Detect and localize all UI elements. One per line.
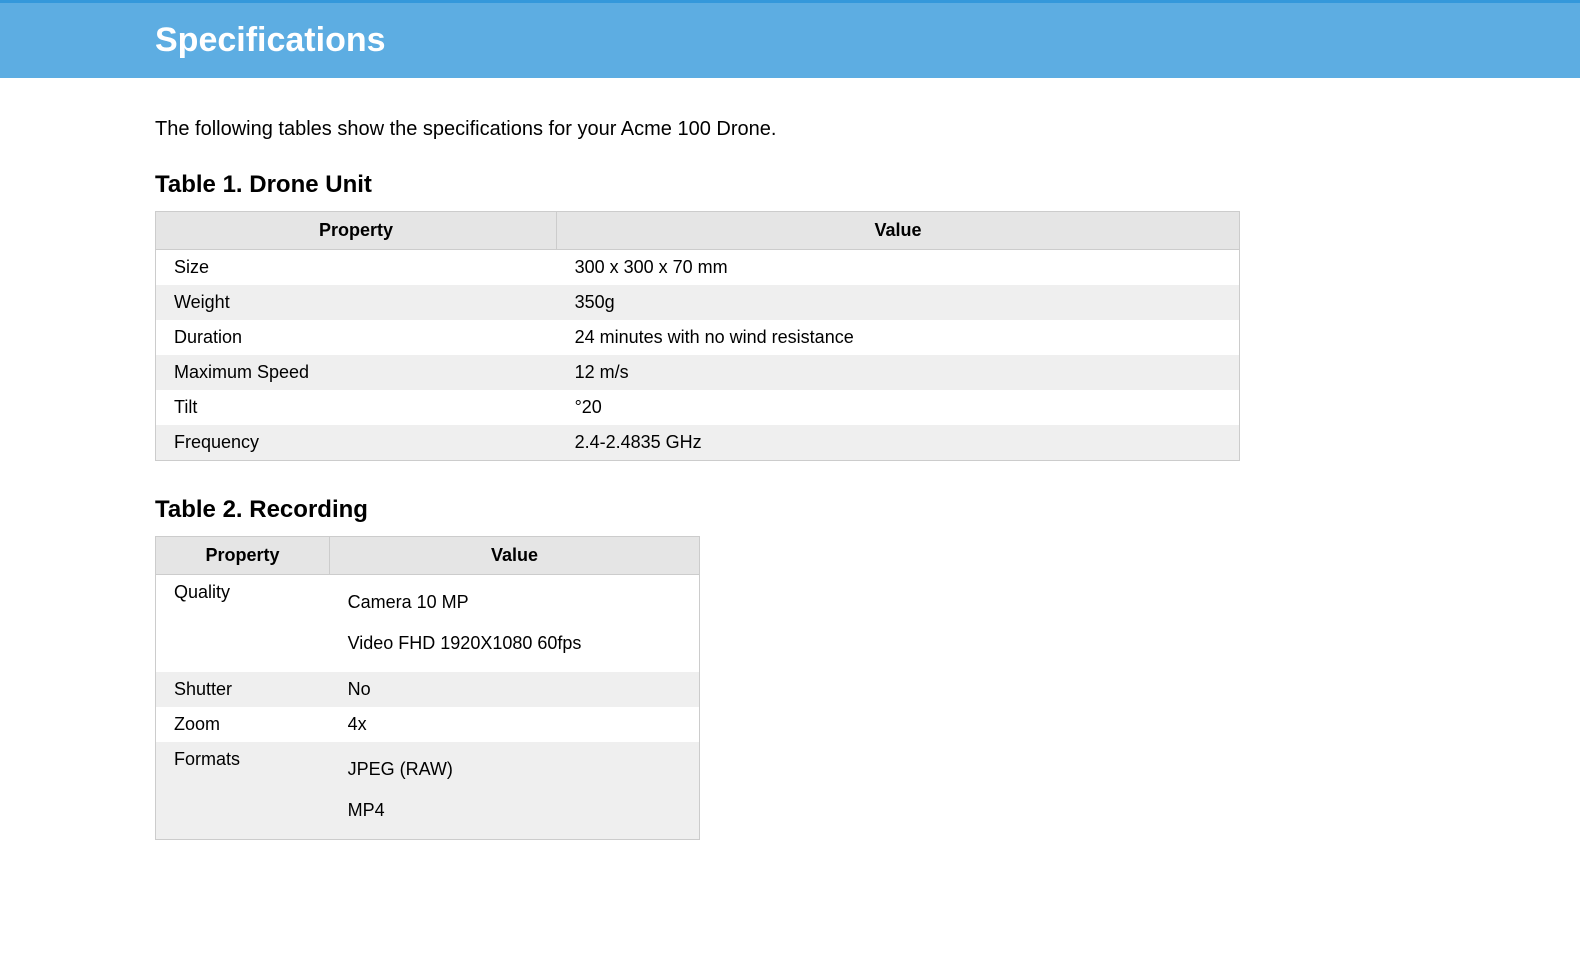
table-row: Size 300 x 300 x 70 mm [156, 250, 1240, 286]
cell-property: Formats [156, 742, 330, 839]
cell-property: Tilt [156, 390, 557, 425]
cell-property: Duration [156, 320, 557, 355]
cell-property: Maximum Speed [156, 355, 557, 390]
cell-value: 24 minutes with no wind resistance [557, 320, 1240, 355]
cell-value: 4x [330, 707, 700, 742]
cell-property: Shutter [156, 672, 330, 707]
cell-property: Zoom [156, 707, 330, 742]
table-row: Quality Camera 10 MP Video FHD 1920X1080… [156, 575, 700, 672]
drone-unit-table: Property Value Size 300 x 300 x 70 mm We… [155, 211, 1240, 461]
content-area: The following tables show the specificat… [0, 78, 1580, 915]
cell-value: 350g [557, 285, 1240, 320]
value-line: Camera 10 MP [348, 592, 469, 612]
cell-property: Size [156, 250, 557, 286]
table-header-row: Property Value [156, 537, 700, 575]
cell-value: 2.4-2.4835 GHz [557, 425, 1240, 461]
cell-value: Camera 10 MP Video FHD 1920X1080 60fps [330, 575, 700, 672]
table-row: Weight 350g [156, 285, 1240, 320]
table-header-property: Property [156, 537, 330, 575]
table-1-caption: Table 1. Drone Unit [155, 171, 1425, 199]
table-row: Zoom 4x [156, 707, 700, 742]
cell-value: 300 x 300 x 70 mm [557, 250, 1240, 286]
cell-value: No [330, 672, 700, 707]
table-header-value: Value [557, 212, 1240, 250]
cell-value: 12 m/s [557, 355, 1240, 390]
cell-value: °20 [557, 390, 1240, 425]
table-row: Duration 24 minutes with no wind resista… [156, 320, 1240, 355]
cell-property: Quality [156, 575, 330, 672]
cell-value: JPEG (RAW) MP4 [330, 742, 700, 839]
page-title: Specifications [155, 21, 1580, 60]
table-row: Maximum Speed 12 m/s [156, 355, 1240, 390]
recording-table: Property Value Quality Camera 10 MP Vide… [155, 536, 700, 840]
value-line: MP4 [348, 800, 385, 820]
table-header-value: Value [330, 537, 700, 575]
value-line: Video FHD 1920X1080 60fps [348, 633, 582, 653]
page-header-banner: Specifications [0, 0, 1580, 78]
table-2-caption: Table 2. Recording [155, 496, 1425, 524]
table-row: Frequency 2.4-2.4835 GHz [156, 425, 1240, 461]
table-header-row: Property Value [156, 212, 1240, 250]
table-row: Shutter No [156, 672, 700, 707]
table-header-property: Property [156, 212, 557, 250]
table-row: Formats JPEG (RAW) MP4 [156, 742, 700, 839]
value-line: JPEG (RAW) [348, 759, 453, 779]
intro-paragraph: The following tables show the specificat… [155, 118, 1425, 141]
table-row: Tilt °20 [156, 390, 1240, 425]
cell-property: Weight [156, 285, 557, 320]
cell-property: Frequency [156, 425, 557, 461]
